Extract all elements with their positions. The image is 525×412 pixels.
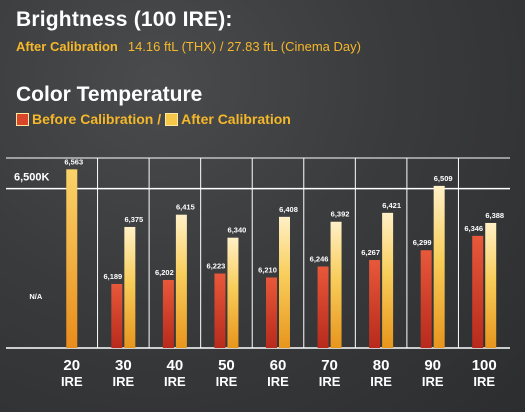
reference-line-label: 6,500K xyxy=(14,172,50,184)
bar-before-value-label: N/A xyxy=(29,292,43,301)
category-label-unit: IRE xyxy=(473,374,495,389)
category-label-unit: IRE xyxy=(319,374,341,389)
bar-after-calibration xyxy=(227,237,239,348)
bar-after-calibration xyxy=(330,221,342,348)
bar-before-calibration xyxy=(162,279,174,348)
category-label-number: 80 xyxy=(373,357,390,374)
category-label-number: 40 xyxy=(167,357,184,374)
category-label-unit: IRE xyxy=(61,374,83,389)
brightness-title: Brightness (100 IRE): xyxy=(16,8,233,31)
category-label-number: 50 xyxy=(218,357,235,374)
bar-after-value-label: 6,421 xyxy=(382,201,401,210)
bar-after-value-label: 6,415 xyxy=(176,203,195,212)
bar-before-calibration xyxy=(317,266,329,348)
category-label-unit: IRE xyxy=(164,374,186,389)
bar-after-calibration xyxy=(433,185,445,348)
category-label-number: 20 xyxy=(63,357,80,374)
legend-swatch-before xyxy=(16,112,29,126)
bar-after-calibration xyxy=(175,214,187,348)
bar-after-value-label: 6,388 xyxy=(485,211,504,220)
bar-after-calibration xyxy=(382,212,394,348)
chart-legend: Before Calibration / After Calibration xyxy=(16,111,291,127)
bar-before-value-label: 6,189 xyxy=(103,272,122,281)
bar-after-value-label: 6,392 xyxy=(331,210,350,219)
legend-label-after: After Calibration xyxy=(181,111,291,127)
bar-before-value-label: 6,210 xyxy=(258,266,277,275)
bar-after-value-label: 6,408 xyxy=(279,205,298,214)
color-temperature-title: Color Temperature xyxy=(16,83,203,106)
bar-after-calibration xyxy=(279,216,290,348)
category-label-number: 90 xyxy=(424,357,441,374)
legend-label-before: Before Calibration / xyxy=(32,111,162,127)
brightness-value: 14.16 ftL (THX) / 27.83 ftL (Cinema Day) xyxy=(127,39,361,54)
legend-swatch-after xyxy=(165,112,179,126)
bar-before-value-label: 6,223 xyxy=(207,262,226,271)
bar-before-calibration xyxy=(420,250,432,348)
bar-after-calibration xyxy=(485,222,497,348)
category-label-number: 70 xyxy=(321,357,338,374)
category-label-unit: IRE xyxy=(112,374,134,389)
category-label-unit: IRE xyxy=(370,374,392,389)
bar-before-calibration xyxy=(369,260,381,348)
bar-after-value-label: 6,340 xyxy=(228,226,247,235)
category-label-number: 30 xyxy=(115,357,132,374)
category-label-unit: IRE xyxy=(267,374,289,389)
bar-before-value-label: 6,246 xyxy=(310,254,329,263)
bar-after-calibration xyxy=(124,226,136,348)
bar-before-calibration xyxy=(266,277,277,348)
bar-before-value-label: 6,202 xyxy=(155,268,174,277)
category-label-number: 100 xyxy=(472,357,497,374)
bar-before-calibration xyxy=(472,235,484,348)
after-calibration-label: After Calibration xyxy=(16,39,118,54)
bar-before-value-label: 6,267 xyxy=(361,248,380,257)
bar-before-value-label: 6,299 xyxy=(413,238,432,247)
bar-before-calibration xyxy=(214,273,226,348)
bar-after-value-label: 6,375 xyxy=(124,215,143,224)
category-label-number: 60 xyxy=(270,357,287,374)
bar-after-value-label: 6,509 xyxy=(434,174,453,183)
bar-after-value-label: 6,563 xyxy=(64,157,83,166)
bar-after-calibration xyxy=(66,169,78,348)
bar-before-calibration xyxy=(111,283,123,348)
bar-before-value-label: 6,346 xyxy=(464,224,483,233)
category-label-unit: IRE xyxy=(422,374,444,389)
category-label-unit: IRE xyxy=(216,374,238,389)
brightness-line: After Calibration 14.16 ftL (THX) / 27.83… xyxy=(16,39,361,54)
